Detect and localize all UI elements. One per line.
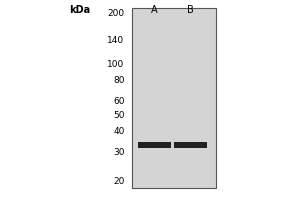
Bar [138, 142, 171, 148]
Text: 30: 30 [113, 148, 124, 157]
Text: kDa: kDa [69, 5, 90, 15]
Bar [174, 142, 207, 148]
Text: 100: 100 [107, 60, 124, 69]
Text: B: B [187, 5, 194, 15]
Text: 50: 50 [113, 111, 124, 120]
Text: 200: 200 [107, 9, 124, 19]
Bar [132, 8, 216, 188]
Text: 40: 40 [113, 127, 124, 136]
Text: 60: 60 [113, 97, 124, 106]
Text: A: A [151, 5, 158, 15]
Text: 20: 20 [113, 178, 124, 186]
Text: 80: 80 [113, 76, 124, 85]
Text: 140: 140 [107, 36, 124, 45]
